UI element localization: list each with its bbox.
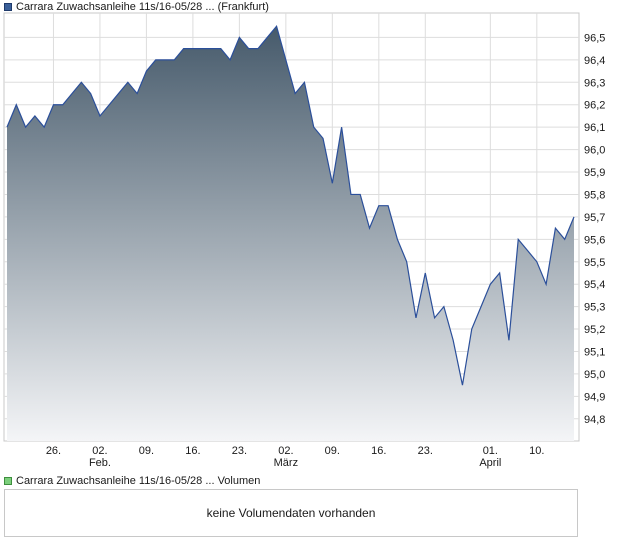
x-tick-label: 10.	[529, 445, 544, 457]
x-tick-label: 02.	[278, 445, 293, 457]
y-tick-label: 96,3	[584, 77, 605, 89]
price-line	[6, 24, 575, 386]
x-month-label: Feb.	[89, 457, 111, 469]
y-tick-label: 95,3	[584, 302, 605, 314]
x-tick-label: 23.	[418, 445, 433, 457]
y-tick-label: 95,5	[584, 257, 605, 269]
x-month-label: April	[479, 457, 501, 469]
y-tick-label: 94,8	[584, 414, 605, 426]
x-tick-label: 16.	[371, 445, 386, 457]
y-tick-label: 96,5	[584, 32, 605, 44]
price-legend-swatch	[4, 3, 12, 11]
volume-legend-label: Carrara Zuwachsanleihe 11s/16-05/28 ... …	[16, 475, 261, 487]
x-month-label: März	[274, 457, 298, 469]
y-tick-label: 95,0	[584, 369, 605, 381]
x-tick-label: 16.	[185, 445, 200, 457]
price-area	[7, 26, 574, 441]
x-tick-label: 26.	[46, 445, 61, 457]
x-tick-label: 02.	[92, 445, 107, 457]
volume-empty-message: keine Volumendaten vorhanden	[206, 506, 376, 520]
y-tick-label: 95,2	[584, 324, 605, 336]
y-tick-label: 96,1	[584, 122, 605, 134]
volume-legend: Carrara Zuwachsanleihe 11s/16-05/28 ... …	[4, 475, 260, 487]
y-tick-label: 95,7	[584, 212, 605, 224]
y-tick-label: 96,4	[584, 55, 605, 67]
y-tick-label: 96,0	[584, 145, 605, 157]
x-tick-label: 09.	[139, 445, 154, 457]
volume-panel: keine Volumendaten vorhanden	[4, 489, 578, 537]
y-tick-label: 95,6	[584, 234, 605, 246]
x-tick-label: 09.	[325, 445, 340, 457]
y-tick-label: 96,2	[584, 100, 605, 112]
y-tick-label: 94,9	[584, 391, 605, 403]
x-tick-label: 23.	[232, 445, 247, 457]
y-tick-label: 95,9	[584, 167, 605, 179]
y-tick-label: 95,4	[584, 279, 605, 291]
price-legend-label: Carrara Zuwachsanleihe 11s/16-05/28 ... …	[16, 1, 269, 13]
y-tick-label: 95,8	[584, 189, 605, 201]
y-tick-label: 95,1	[584, 346, 605, 358]
price-legend: Carrara Zuwachsanleihe 11s/16-05/28 ... …	[4, 1, 269, 13]
price-chart: 96,5 96,4 96,3 96,2 96,1 96,0 95,9 95,8 95,7 95,6…	[3, 12, 605, 469]
volume-legend-swatch	[4, 477, 12, 485]
x-tick-label: 01.	[483, 445, 498, 457]
y-axis-ticks: 96,5 96,4 96,3 96,2 96,1 96,0 95,9 95,8 95,7 95,6…	[584, 32, 605, 425]
